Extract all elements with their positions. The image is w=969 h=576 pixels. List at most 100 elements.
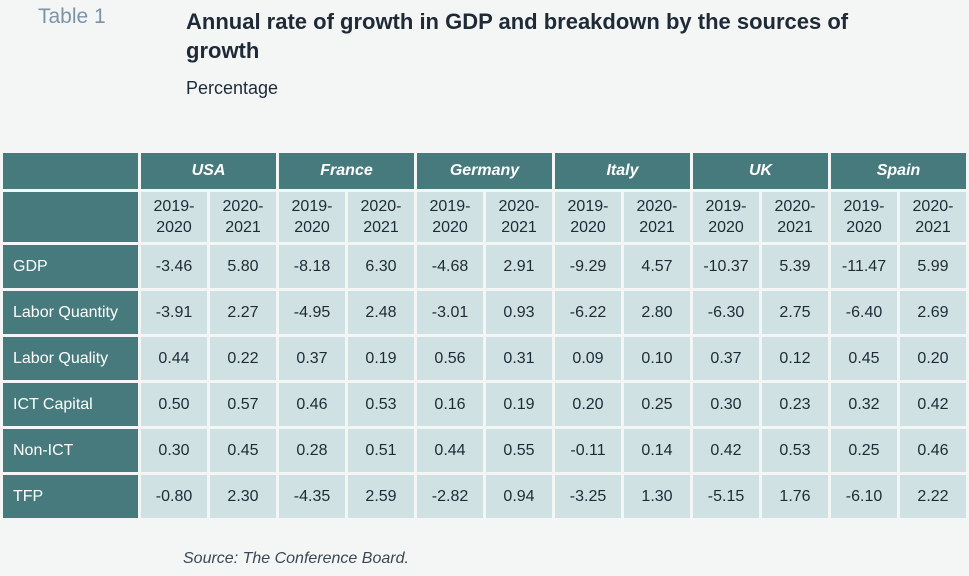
value-cell: 2.80 [624, 291, 690, 334]
value-cell: 0.42 [693, 429, 759, 472]
table-row: GDP -3.46 5.80 -8.18 6.30 -4.68 2.91 -9.29 4.57-… [3, 245, 966, 288]
value-cell: -4.35 [279, 475, 345, 518]
value-cell: -2.82 [417, 475, 483, 518]
value-cell: 2.27 [210, 291, 276, 334]
value-cell: 0.22 [210, 337, 276, 380]
value-cell: -8.18 [279, 245, 345, 288]
value-cell: 0.45 [210, 429, 276, 472]
country-header: USA [141, 153, 276, 189]
table-row: Non-ICT 0.30 0.45 0.28 0.51 0.44 0.55 -0.11 0.14… [3, 429, 966, 472]
value-cell: 5.80 [210, 245, 276, 288]
value-cell: 4.57 [624, 245, 690, 288]
value-cell: -10.37 [693, 245, 759, 288]
value-cell: 0.19 [348, 337, 414, 380]
value-cell: -4.68 [417, 245, 483, 288]
header-corner-cell [3, 192, 138, 242]
country-header: UK [693, 153, 828, 189]
period-header: 2020- 2021 [486, 192, 552, 242]
value-cell: 0.23 [762, 383, 828, 426]
value-cell: 0.55 [486, 429, 552, 472]
value-cell: 2.75 [762, 291, 828, 334]
value-cell: 0.46 [279, 383, 345, 426]
row-label: Labor Quality [3, 337, 138, 380]
value-cell: 0.51 [348, 429, 414, 472]
period-header: 2019- 2020 [141, 192, 207, 242]
value-cell: 0.16 [417, 383, 483, 426]
table-subtitle: Percentage [186, 78, 279, 98]
value-cell: 0.25 [624, 383, 690, 426]
value-cell: 0.31 [486, 337, 552, 380]
value-cell: 0.14 [624, 429, 690, 472]
period-header: 2019- 2020 [831, 192, 897, 242]
value-cell: -0.80 [141, 475, 207, 518]
value-cell: 0.45 [831, 337, 897, 380]
value-cell: -5.15 [693, 475, 759, 518]
value-cell: -4.95 [279, 291, 345, 334]
value-cell: 2.59 [348, 475, 414, 518]
period-header: 2019- 2020 [693, 192, 759, 242]
value-cell: 0.30 [693, 383, 759, 426]
value-cell: 2.48 [348, 291, 414, 334]
value-cell: 0.30 [141, 429, 207, 472]
value-cell: 0.57 [210, 383, 276, 426]
value-cell: 0.53 [762, 429, 828, 472]
value-cell: 0.37 [279, 337, 345, 380]
value-cell: 0.12 [762, 337, 828, 380]
value-cell: -11.47 [831, 245, 897, 288]
growth-table: USA France Germany Italy UK Spain 2019- 2020 20… [0, 150, 969, 521]
value-cell: 6.30 [348, 245, 414, 288]
source-note: Source: The Conference Board. [183, 550, 409, 567]
value-cell: 0.42 [900, 383, 966, 426]
value-cell: 5.99 [900, 245, 966, 288]
value-cell: 0.32 [831, 383, 897, 426]
row-label: Non-ICT [3, 429, 138, 472]
country-header: Italy [555, 153, 690, 189]
table-number-label: Table 1 [38, 5, 106, 28]
value-cell: 0.94 [486, 475, 552, 518]
value-cell: -6.30 [693, 291, 759, 334]
value-cell: 0.46 [900, 429, 966, 472]
country-header: France [279, 153, 414, 189]
value-cell: 1.76 [762, 475, 828, 518]
value-cell: 5.39 [762, 245, 828, 288]
value-cell: 2.69 [900, 291, 966, 334]
table-row: TFP -0.80 2.30 -4.35 2.59 -2.82 0.94 -3.25 1.30-… [3, 475, 966, 518]
header-corner-cell [3, 153, 138, 189]
value-cell: 0.10 [624, 337, 690, 380]
period-header: 2020- 2021 [624, 192, 690, 242]
period-header: 2020- 2021 [348, 192, 414, 242]
value-cell: -3.01 [417, 291, 483, 334]
value-cell: 0.93 [486, 291, 552, 334]
value-cell: 0.50 [141, 383, 207, 426]
value-cell: -6.22 [555, 291, 621, 334]
row-label: ICT Capital [3, 383, 138, 426]
value-cell: -0.11 [555, 429, 621, 472]
value-cell: 2.22 [900, 475, 966, 518]
value-cell: 2.91 [486, 245, 552, 288]
row-label: GDP [3, 245, 138, 288]
country-header: Spain [831, 153, 966, 189]
value-cell: -9.29 [555, 245, 621, 288]
value-cell: -6.10 [831, 475, 897, 518]
value-cell: 0.25 [831, 429, 897, 472]
period-header: 2019- 2020 [417, 192, 483, 242]
period-header: 2019- 2020 [279, 192, 345, 242]
value-cell: 0.28 [279, 429, 345, 472]
country-header: Germany [417, 153, 552, 189]
table-row: Labor Quality 0.44 0.22 0.37 0.19 0.56 0.31 0.0… [3, 337, 966, 380]
value-cell: 0.44 [417, 429, 483, 472]
table-row: Labor Quantity -3.91 2.27 -4.95 2.48 -3.01 0.9… [3, 291, 966, 334]
value-cell: -3.25 [555, 475, 621, 518]
value-cell: -6.40 [831, 291, 897, 334]
value-cell: 0.20 [555, 383, 621, 426]
period-header: 2020- 2021 [900, 192, 966, 242]
value-cell: 1.30 [624, 475, 690, 518]
value-cell: 0.53 [348, 383, 414, 426]
value-cell: -3.91 [141, 291, 207, 334]
value-cell: 0.56 [417, 337, 483, 380]
value-cell: 0.09 [555, 337, 621, 380]
period-header: 2019- 2020 [555, 192, 621, 242]
row-label: TFP [3, 475, 138, 518]
value-cell: 2.30 [210, 475, 276, 518]
table-row: ICT Capital 0.50 0.57 0.46 0.53 0.16 0.19 0.20 0… [3, 383, 966, 426]
